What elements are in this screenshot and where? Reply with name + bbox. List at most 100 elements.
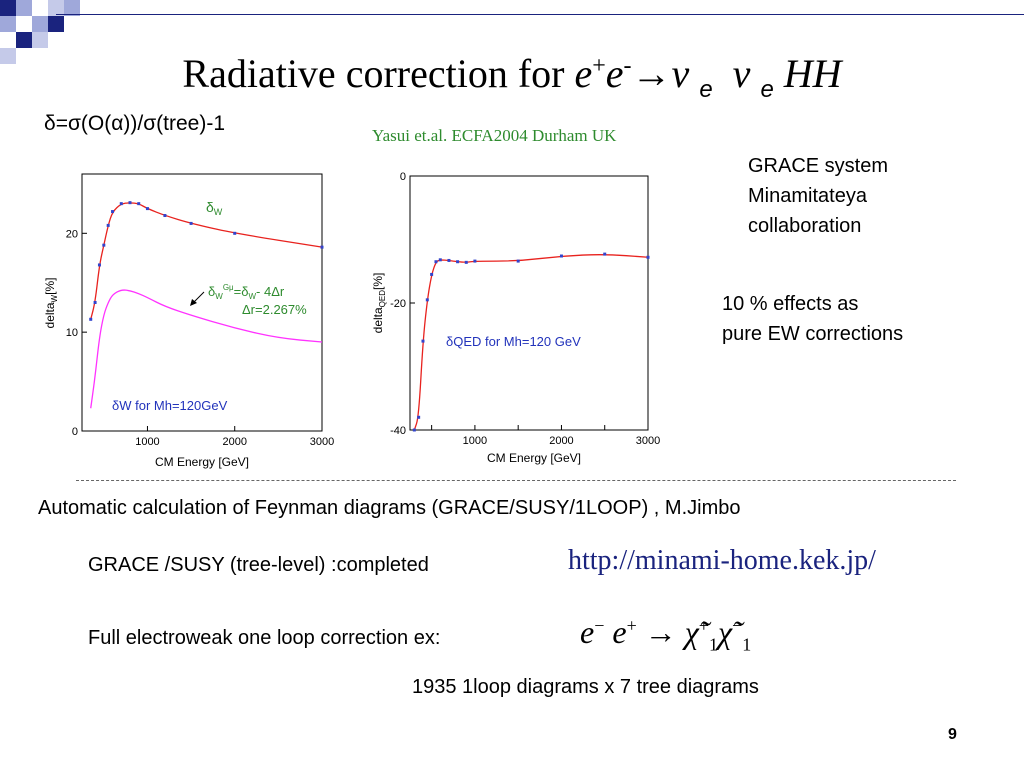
delta-formula: δ=σ(O(α))/σ(tree)-1 [44,112,226,135]
reaction-chi2-sub: 1 [742,634,752,655]
grace-note: GRACE system Minamitateya collaboration [748,151,888,241]
x-tick-label: 1000 [135,436,159,448]
data-point [128,201,132,205]
reaction-e2: e [612,614,627,650]
deltaW-plot-frame [81,173,323,432]
reaction-e2-sup: + [626,615,637,636]
grace-line-1: GRACE system [748,155,889,177]
data-point [417,415,421,419]
deco-square-3 [48,0,64,16]
deco-square-1 [0,0,16,16]
automatic-calc-text: Automatic calculation of Feynman diagram… [38,497,741,519]
y-tick-label: -20 [390,298,406,310]
grace-line-3: collaboration [748,215,862,237]
data-point [447,258,451,262]
deco-square-8 [48,16,64,32]
deltaQED-ylabel-main: delta [371,307,385,333]
reaction-arrow: → [644,614,677,650]
data-point [421,339,425,343]
data-point [516,259,520,263]
data-point [603,252,607,256]
slide-title: Radiative correction for e+e-→ν e ν e HH [0,40,1024,106]
data-point [97,263,101,267]
title-text: Radiative correction for [182,51,575,96]
deco-square-7 [32,32,48,48]
series-line-1 [90,202,323,320]
reaction-chi2: χ̃ [717,614,733,650]
data-point [425,298,429,302]
susy-status-text: GRACE /SUSY (tree-level) :completed [88,554,429,576]
gmu-tail: - 4Δr [256,284,285,299]
gmu-sub2: W [248,292,256,301]
effects-line-1: 10 % effects as [722,293,859,315]
section-divider [76,480,956,481]
x-tick-label: 2000 [549,435,573,447]
grace-line-2: Minamitateya [748,185,867,207]
title-nu-sub1: e [699,76,713,103]
deltaW-label-sub: W [214,207,223,217]
deltaQED-ylabel: deltaQED[%] [371,273,387,334]
deco-square-10 [64,0,80,16]
title-arrow: → [631,51,672,96]
dr-label: Δr=2.267% [242,302,307,317]
deco-square-9 [0,48,16,64]
deltaQED-plot-frame [409,175,649,431]
title-beam2: e [605,51,624,96]
data-point [430,272,434,276]
deltaW-xlabel: CM Energy [GeV] [155,455,249,469]
gmu-delta: δ [208,284,215,299]
title-hh: HH [783,51,842,96]
deltaQED-xlabel: CM Energy [GeV] [487,451,581,465]
effects-note: 10 % effects as pure EW corrections [722,289,903,349]
effects-line-2: pure EW corrections [722,323,904,345]
reaction-chi1-sub: 1 [708,634,718,655]
data-point [189,221,193,225]
deltaQED-ylabel-unit: [%] [371,273,385,290]
data-point [456,260,460,264]
gmu-label: δWGμ=δW- 4Δr [208,283,285,301]
deltaQED-ylabel-sub: QED [378,290,387,308]
data-point [137,202,141,206]
x-tick-label: 2000 [222,436,246,448]
reaction-chi1-sup: + [698,615,709,636]
data-point [89,317,93,321]
minami-home-link[interactable]: http://minami-home.kek.jp/ [568,545,876,576]
title-rule [56,14,1024,15]
data-point [163,214,167,218]
reaction-e1-sup: − [594,615,605,636]
deco-square-5 [32,16,48,32]
data-point [464,260,468,264]
data-point [106,223,110,227]
data-point [473,259,477,263]
x-tick-label: 1000 [463,435,487,447]
data-point [102,243,106,247]
annotation-arrow [190,291,205,306]
deltaW-ylabel: deltaW[%] [43,278,59,329]
deltaW-ylabel-unit: [%] [43,278,57,295]
y-tick-label: 20 [66,228,78,240]
deltaW-ylabel-sub: W [50,294,59,302]
deltaW-legend: δW for Mh=120GeV [112,398,228,413]
series-line-2 [90,289,323,409]
deltaW-label-delta: δ [206,199,214,215]
data-point [320,245,324,249]
deco-square-6 [16,32,32,48]
data-point [438,258,442,262]
deltaQED-legend: δQED for Mh=120 GeV [446,334,581,349]
data-point [111,210,115,214]
data-point [93,301,97,304]
citation: Yasui et.al. ECFA2004 Durham UK [372,126,617,145]
data-point [145,207,149,211]
data-point [646,255,650,259]
deltaQED-chart: 1000 2000 3000 0 -20 -40 CM Energy [GeV] delt… [371,171,660,465]
x-tick-label: 3000 [636,435,660,447]
title-nu-sub2: e [760,76,774,103]
y-tick-label: 0 [72,426,78,438]
title-beam: e [574,51,593,96]
data-point [119,202,123,206]
y-tick-label: 10 [66,327,78,339]
x-tick-label: 3000 [310,436,334,448]
deco-square-2 [16,0,32,16]
page-number: 9 [948,726,957,743]
diagram-count-text: 1935 1loop diagrams x 7 tree diagrams [412,676,759,698]
